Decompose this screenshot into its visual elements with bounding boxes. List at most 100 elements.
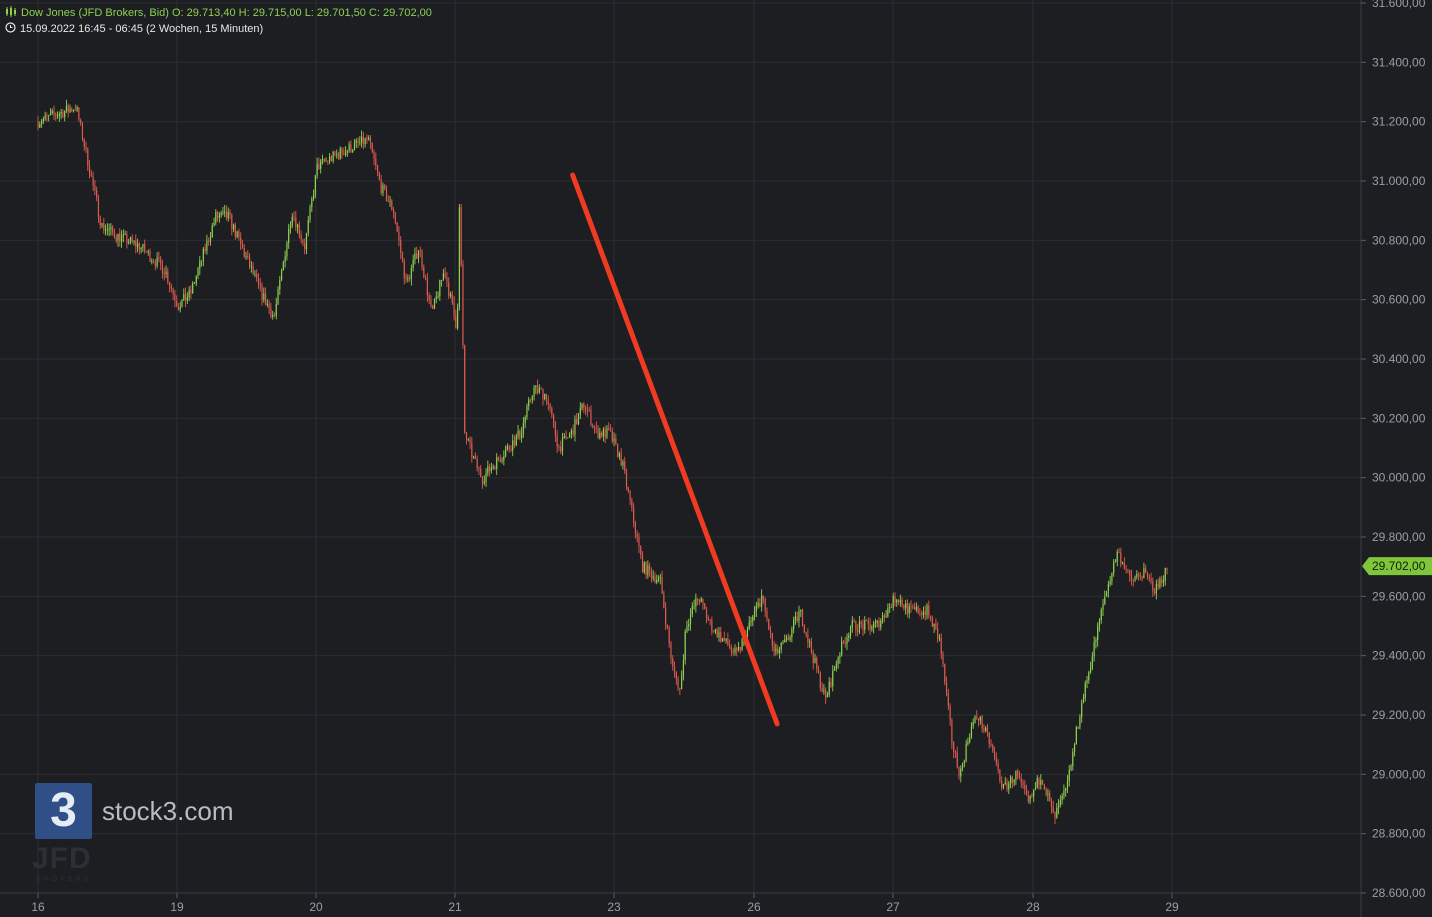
candle-body <box>352 150 354 153</box>
candle-body <box>737 646 740 651</box>
candle-body <box>682 660 685 677</box>
candle-body <box>268 303 270 309</box>
candle-body <box>583 403 585 408</box>
candle-body <box>295 217 297 228</box>
candle-body <box>771 632 773 646</box>
candle-body <box>199 260 201 269</box>
y-tick-label: 30.800,00 <box>1372 233 1426 247</box>
candle-body <box>273 314 276 316</box>
candle-body <box>545 393 548 401</box>
candle-body <box>817 669 820 673</box>
last-price-tag-bg <box>1362 557 1432 576</box>
candle-body <box>298 224 300 236</box>
candle-body <box>624 461 626 471</box>
candle-body <box>963 760 965 763</box>
trendline[interactable] <box>570 172 780 727</box>
candle-body <box>821 687 823 692</box>
candle-body <box>135 240 137 247</box>
candle-body <box>259 284 261 286</box>
candle-body <box>609 429 612 432</box>
candle-body <box>673 666 676 673</box>
candle-body <box>1025 789 1028 796</box>
candle-body <box>272 314 274 317</box>
candle-body <box>849 627 852 636</box>
x-tick-label: 28 <box>1026 900 1040 914</box>
candle-body <box>679 688 681 690</box>
candle-body <box>131 237 133 242</box>
candle-body <box>158 257 160 259</box>
candle-body <box>218 215 220 218</box>
candle-body <box>144 244 146 252</box>
candle-body <box>330 156 332 161</box>
candle-body <box>736 648 738 651</box>
candle-body <box>1161 579 1163 583</box>
candle-body <box>193 283 196 284</box>
candle-body <box>1118 552 1120 553</box>
candle-body <box>537 385 539 393</box>
candle-body <box>407 278 409 280</box>
candle-body <box>417 250 420 259</box>
candle-body <box>1077 727 1079 728</box>
candle-body <box>112 227 114 233</box>
candle-body <box>801 609 804 626</box>
candle-body <box>912 606 914 608</box>
last-price-label: 29.702,00 <box>1372 559 1426 573</box>
candle-body <box>695 598 697 607</box>
period-header: 15.09.2022 16:45 - 06:45 (2 Wochen, 15 M… <box>5 22 263 36</box>
candle-body <box>44 115 46 120</box>
candle-body <box>394 212 396 223</box>
candle-body <box>561 437 564 452</box>
candle-body <box>163 273 165 274</box>
candle-body <box>1038 778 1040 785</box>
candle-body <box>204 248 206 251</box>
candle-body <box>99 217 101 226</box>
candle-body <box>457 307 459 329</box>
candle-body <box>921 613 923 615</box>
candle-body <box>1120 552 1122 564</box>
candle-body <box>464 345 466 433</box>
candle-body <box>961 762 964 769</box>
candle-body <box>657 577 660 581</box>
candle-body <box>915 606 917 610</box>
candle-body <box>960 768 962 777</box>
candle-body <box>1036 778 1038 788</box>
candle-body <box>497 457 500 460</box>
candle-body <box>1155 584 1157 594</box>
candle-body <box>611 431 613 442</box>
candle-body <box>698 599 701 602</box>
candle-body <box>629 491 631 501</box>
candle-body <box>304 243 306 250</box>
candle-body <box>1033 789 1035 797</box>
candle-body <box>521 433 523 439</box>
candlestick-series <box>37 99 1168 825</box>
candle-body <box>184 294 187 301</box>
candle-body <box>428 295 430 300</box>
candle-body <box>1072 751 1074 766</box>
candle-body <box>675 672 677 680</box>
candle-body <box>899 600 901 603</box>
candle-body <box>714 628 717 632</box>
candle-body <box>665 608 667 625</box>
candle-body <box>378 172 380 180</box>
candle-body <box>348 144 350 151</box>
candle-body <box>567 437 569 439</box>
candle-body <box>104 229 107 231</box>
candle-body <box>1127 569 1129 571</box>
candle-body <box>1052 806 1054 813</box>
candle-body <box>842 641 845 643</box>
candle-body <box>195 276 197 284</box>
candle-body <box>1079 717 1081 728</box>
candle-body <box>768 619 770 630</box>
time-axis: 16 19 20 21 23 26 27 28 29 <box>0 892 1361 914</box>
candle-body <box>650 570 653 579</box>
candle-body <box>570 430 572 435</box>
candle-body <box>576 419 578 425</box>
candle-body <box>725 638 727 641</box>
candle-body <box>412 260 414 268</box>
candle-body <box>126 234 128 244</box>
candle-body <box>188 289 190 298</box>
candle-body <box>138 243 140 250</box>
candle-body <box>618 453 621 457</box>
candle-body <box>1018 776 1021 779</box>
